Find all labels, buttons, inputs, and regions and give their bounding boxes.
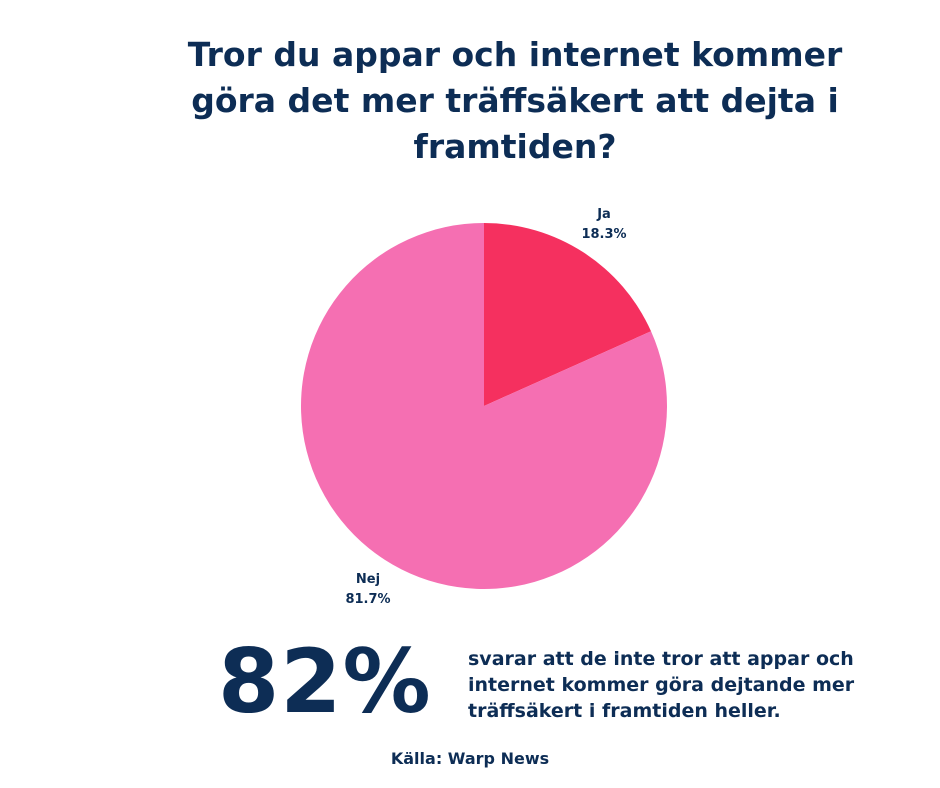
slice-label-nej-percent: 81.7%	[345, 592, 391, 607]
chart-title: Tror du appar och internet kommer göra d…	[187, 35, 843, 166]
slice-label-nej-name: Nej	[355, 572, 381, 587]
slice-label-ja: Ja 18.3%	[564, 205, 644, 245]
slice-label-ja-percent: 18.3%	[581, 227, 627, 242]
pie-slice-nej	[301, 222, 667, 589]
source-credit: Källa: Warp News	[390, 749, 550, 768]
slice-label-nej: Nej 81.7%	[328, 570, 408, 610]
stat-description: svarar att de inte tror att appar och in…	[468, 648, 855, 722]
pie-slice-ja	[484, 223, 652, 406]
big-stat-value: 82%	[218, 630, 432, 733]
slice-label-ja-name: Ja	[597, 207, 611, 222]
